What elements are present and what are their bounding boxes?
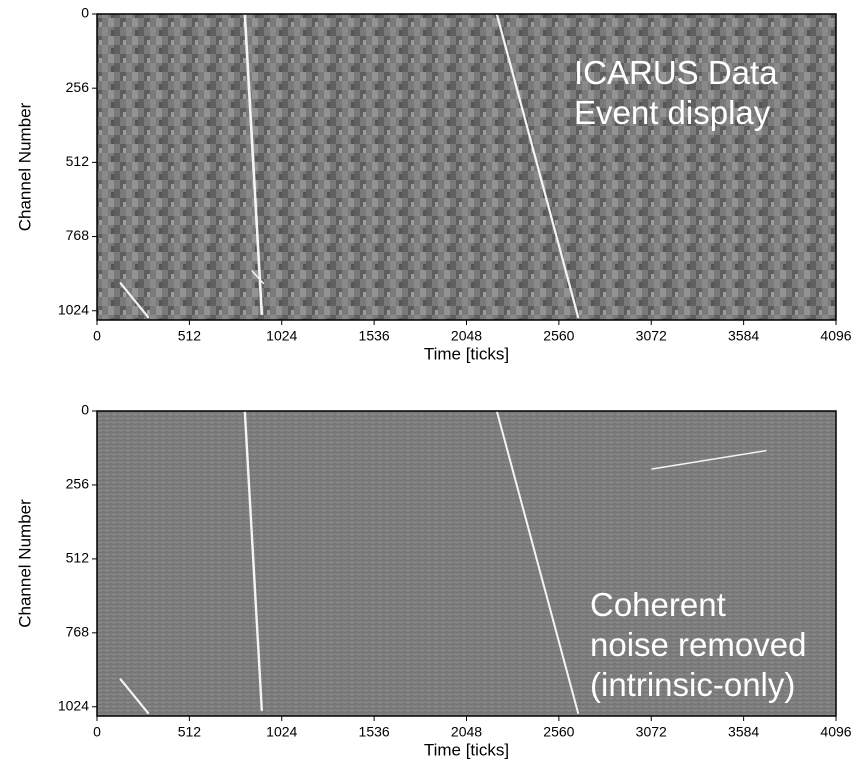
annotation: ICARUS Data [574, 54, 778, 91]
y-tick-label: 1024 [58, 301, 89, 317]
y-tick-label: 512 [66, 153, 90, 169]
annotation: (intrinsic-only) [590, 666, 795, 703]
x-tick-label: 512 [178, 724, 202, 740]
x-tick-label: 512 [178, 328, 202, 344]
x-tick-label: 1024 [266, 328, 297, 344]
annotation: Event display [574, 94, 771, 131]
annotation: noise removed [590, 626, 806, 663]
track [495, 12, 580, 319]
y-axis-title: Channel Number [15, 102, 34, 231]
y-tick-label: 0 [81, 402, 89, 418]
track [651, 449, 767, 470]
x-axis-title: Time [ticks] [424, 344, 509, 363]
track [251, 270, 265, 285]
y-tick-label: 256 [66, 79, 90, 95]
event-image [97, 411, 836, 716]
x-tick-label: 3584 [728, 328, 759, 344]
x-tick-label: 1024 [266, 724, 297, 740]
y-axis-title: Channel Number [15, 499, 34, 628]
x-axis-title: Time [ticks] [424, 740, 509, 759]
x-tick-label: 4096 [820, 328, 851, 344]
x-tick-label: 4096 [820, 724, 851, 740]
annotation: Coherent [590, 586, 726, 623]
y-tick-label: 0 [81, 5, 89, 21]
y-tick-label: 768 [66, 227, 90, 243]
x-tick-label: 2048 [451, 724, 482, 740]
track [119, 282, 150, 319]
event-image [97, 14, 836, 320]
track [243, 409, 263, 712]
y-tick-label: 512 [66, 550, 90, 566]
x-tick-label: 1536 [359, 328, 390, 344]
x-tick-label: 3072 [636, 724, 667, 740]
track [243, 12, 264, 316]
x-tick-label: 3072 [636, 328, 667, 344]
x-tick-label: 2560 [543, 328, 574, 344]
y-tick-label: 768 [66, 624, 90, 640]
x-tick-label: 0 [93, 328, 101, 344]
track [119, 678, 150, 715]
y-tick-label: 1024 [58, 697, 89, 713]
x-tick-label: 2560 [543, 724, 574, 740]
x-tick-label: 0 [93, 724, 101, 740]
x-tick-label: 2048 [451, 328, 482, 344]
x-tick-label: 3584 [728, 724, 759, 740]
x-tick-label: 1536 [359, 724, 390, 740]
track [495, 410, 580, 714]
y-tick-label: 256 [66, 476, 90, 492]
